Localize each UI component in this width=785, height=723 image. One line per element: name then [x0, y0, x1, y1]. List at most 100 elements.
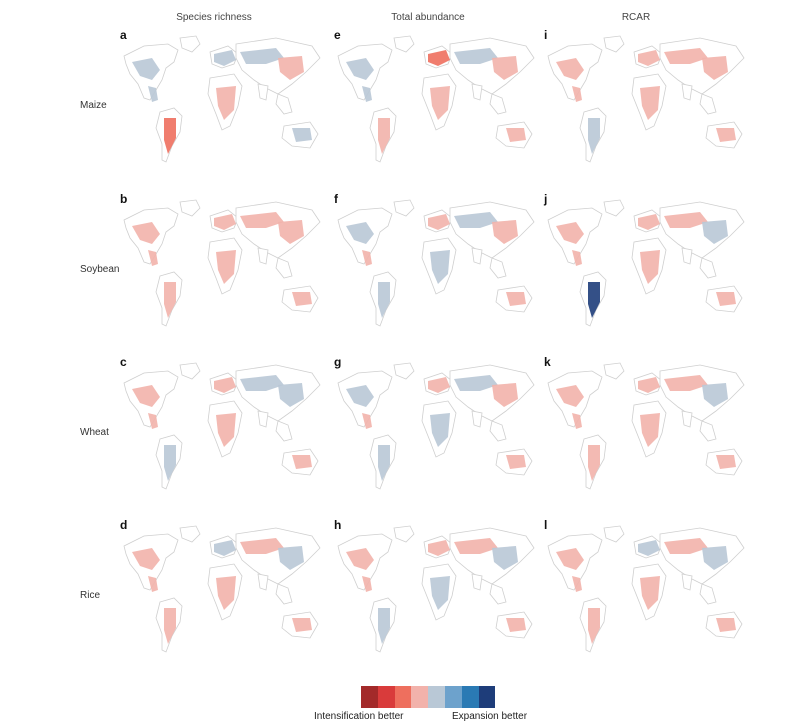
continent-outline-asia [235, 364, 321, 422]
east-asia-crop [492, 220, 518, 244]
continent-outline-india [257, 247, 269, 265]
south-america-crop [588, 282, 600, 318]
legend-swatch-1 [377, 686, 395, 708]
continent-outline-india [471, 83, 483, 101]
continent-outline-seAsia [699, 420, 717, 442]
map-panel-k: k [540, 355, 755, 505]
north-america-crop [556, 222, 584, 244]
europe-crop [428, 540, 450, 556]
australia-crop [716, 292, 736, 306]
europe-crop [428, 377, 450, 393]
south-america-crop [164, 608, 176, 644]
world-map [547, 199, 745, 327]
east-asia-crop [702, 383, 728, 407]
south-america-crop [378, 282, 390, 318]
color-legend [361, 686, 496, 708]
continent-outline-greenland [603, 199, 625, 217]
legend-swatch-6 [461, 686, 479, 708]
north-america-crop [346, 58, 374, 80]
east-asia-crop [492, 546, 518, 570]
europe-crop [638, 214, 660, 230]
south-america-crop [378, 118, 390, 154]
africa-crop [640, 576, 660, 610]
europe-crop [214, 540, 236, 556]
north-america-crop [346, 548, 374, 570]
continent-outline-greenland [603, 525, 625, 543]
continent-outline-asia [659, 364, 745, 422]
map-panel-j: j [540, 192, 755, 342]
central-asia-crop [454, 538, 498, 554]
north-america-crop [132, 58, 160, 80]
east-asia-crop [278, 383, 304, 407]
africa-crop [430, 413, 450, 447]
australia-crop [506, 618, 526, 632]
central-america-crop [148, 250, 158, 266]
continent-outline-asia [235, 201, 321, 259]
panel-letter-d: d [120, 518, 128, 532]
africa-crop [430, 250, 450, 284]
panel-letter-b: b [120, 192, 128, 206]
panel-letter-a: a [120, 28, 127, 42]
europe-crop [638, 377, 660, 393]
continent-outline-seAsia [275, 93, 293, 115]
continent-outline-greenland [393, 362, 415, 380]
world-map [337, 35, 535, 163]
continent-outline-seAsia [489, 420, 507, 442]
column-header-rcar: RCAR [621, 12, 651, 23]
continent-outline-greenland [179, 199, 201, 217]
panel-letter-i: i [544, 28, 548, 42]
map-panel-d: d [116, 518, 331, 668]
legend-swatch-3 [411, 686, 429, 708]
continent-outline-india [471, 247, 483, 265]
column-header-total-abundance: Total abundance [391, 12, 465, 23]
east-asia-crop [492, 56, 518, 80]
central-america-crop [148, 86, 158, 102]
legend-swatch-0 [361, 686, 378, 708]
central-asia-crop [664, 212, 708, 228]
continent-outline-india [257, 573, 269, 591]
central-asia-crop [454, 375, 498, 391]
central-america-crop [362, 86, 372, 102]
panel-letter-c: c [120, 355, 127, 369]
continent-outline-india [257, 410, 269, 428]
north-america-crop [132, 222, 160, 244]
column-header-species-richness: Species richness [176, 12, 252, 23]
world-map [337, 362, 535, 490]
continent-outline-asia [659, 201, 745, 259]
continent-outline-india [681, 247, 693, 265]
central-america-crop [362, 413, 372, 429]
continent-outline-seAsia [699, 583, 717, 605]
north-america-crop [556, 548, 584, 570]
world-map [547, 35, 745, 163]
central-asia-crop [664, 538, 708, 554]
continent-outline-greenland [603, 35, 625, 53]
panel-letter-f: f [334, 192, 338, 206]
continent-outline-asia [235, 527, 321, 585]
continent-outline-india [681, 83, 693, 101]
africa-crop [216, 86, 236, 120]
continent-outline-india [257, 83, 269, 101]
south-america-crop [588, 118, 600, 154]
map-panel-g: g [330, 355, 545, 505]
north-america-crop [556, 58, 584, 80]
central-america-crop [572, 576, 582, 592]
continent-outline-india [471, 410, 483, 428]
central-america-crop [362, 250, 372, 266]
south-america-crop [164, 282, 176, 318]
legend-swatch-2 [394, 686, 412, 708]
australia-crop [716, 455, 736, 469]
continent-outline-asia [449, 201, 535, 259]
europe-crop [428, 214, 450, 230]
africa-crop [430, 86, 450, 120]
north-america-crop [346, 385, 374, 407]
europe-crop [214, 50, 236, 66]
south-america-crop [378, 445, 390, 481]
world-map [337, 199, 535, 327]
central-america-crop [148, 576, 158, 592]
north-america-crop [556, 385, 584, 407]
legend-swatch-5 [444, 686, 462, 708]
east-asia-crop [278, 56, 304, 80]
row-label-maize: Maize [80, 100, 107, 111]
australia-crop [716, 618, 736, 632]
continent-outline-greenland [179, 525, 201, 543]
